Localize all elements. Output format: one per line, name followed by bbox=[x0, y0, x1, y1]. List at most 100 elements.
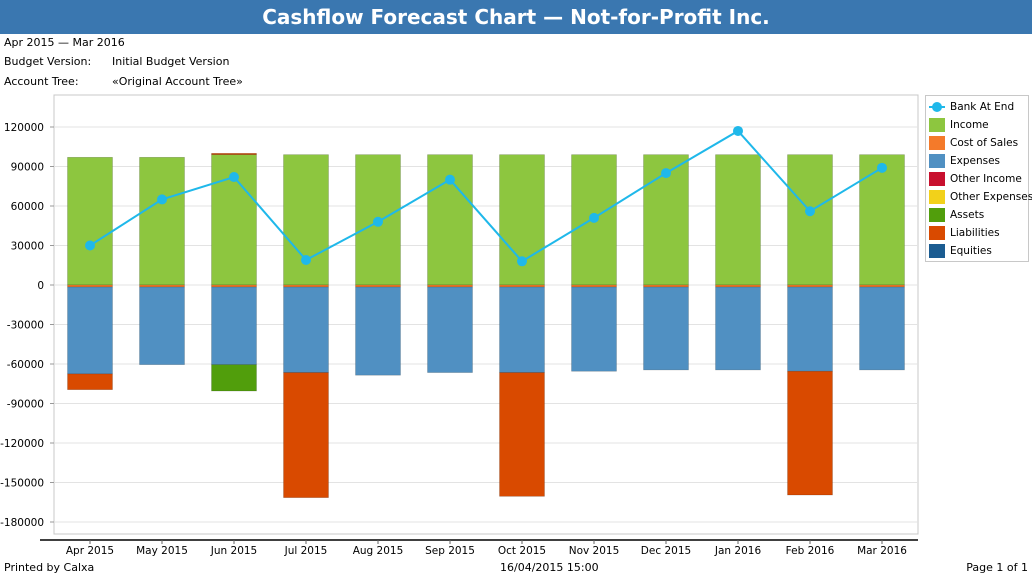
legend-label: Cost of Sales bbox=[950, 137, 1019, 149]
bar-expenses bbox=[571, 286, 617, 372]
x-tick-label: Nov 2015 bbox=[569, 545, 620, 557]
legend-label: Income bbox=[950, 119, 989, 131]
y-tick-label: -30000 bbox=[7, 320, 44, 332]
bar-income bbox=[427, 154, 473, 286]
bank-at-end-point bbox=[733, 125, 743, 136]
legend-swatch bbox=[929, 136, 945, 150]
x-tick-label: Oct 2015 bbox=[498, 545, 546, 557]
x-tick-label: Jan 2016 bbox=[714, 545, 762, 557]
bar-expenses bbox=[67, 286, 113, 375]
bar-expenses bbox=[139, 286, 185, 365]
page-number: Page 1 of 1 bbox=[966, 561, 1028, 574]
budget-version-label: Budget Version: bbox=[4, 55, 92, 68]
legend-label: Equities bbox=[950, 245, 992, 257]
bank-at-end-line bbox=[89, 129, 883, 263]
bar-income bbox=[859, 154, 905, 286]
legend-swatch bbox=[929, 208, 945, 222]
legend-item-equities: Equities bbox=[929, 243, 992, 259]
bank-at-end-point bbox=[229, 172, 239, 183]
legend-label: Other Expenses bbox=[950, 191, 1032, 203]
bank-at-end-point bbox=[805, 206, 815, 217]
bar-expenses bbox=[787, 286, 833, 372]
bar-income bbox=[787, 154, 833, 286]
legend-item-income: Income bbox=[929, 117, 989, 133]
bar-liabilities bbox=[283, 372, 329, 498]
budget-version-value: Initial Budget Version bbox=[112, 55, 230, 68]
legend-item-cost-of-sales: Cost of Sales bbox=[929, 135, 1018, 151]
legend-swatch bbox=[929, 244, 945, 258]
y-tick-label: -60000 bbox=[7, 359, 44, 371]
legend-label: Expenses bbox=[950, 155, 1001, 167]
legend-swatch bbox=[929, 226, 945, 240]
legend-label: Assets bbox=[950, 209, 985, 221]
legend-label: Other Income bbox=[950, 173, 1022, 185]
legend-item-assets: Assets bbox=[929, 207, 984, 223]
legend-item-expenses: Expenses bbox=[929, 153, 1000, 169]
y-tick-label: -90000 bbox=[7, 399, 44, 411]
x-tick-label: Aug 2015 bbox=[353, 545, 404, 557]
x-tick-label: Dec 2015 bbox=[641, 545, 691, 557]
budget-version-row: Budget Version: Initial Budget Version bbox=[4, 55, 229, 69]
bank-at-end-point bbox=[445, 174, 455, 185]
bar-expenses bbox=[859, 286, 905, 371]
legend-label: Bank At End bbox=[950, 101, 1015, 113]
x-tick-label: Mar 2016 bbox=[857, 545, 907, 557]
bar-expenses bbox=[643, 286, 689, 371]
legend-item-liabilities: Liabilities bbox=[929, 225, 1000, 241]
plot-area bbox=[53, 94, 919, 535]
y-tick-label: -180000 bbox=[0, 517, 44, 529]
legend-line-swatch bbox=[929, 100, 945, 114]
report-period: Apr 2015 — Mar 2016 bbox=[4, 36, 125, 49]
account-tree-row: Account Tree: «Original Account Tree» bbox=[4, 75, 243, 89]
bar-income bbox=[283, 154, 329, 286]
bar-income bbox=[715, 154, 761, 286]
bank-at-end-point bbox=[85, 240, 95, 251]
y-tick-label: -150000 bbox=[0, 478, 44, 490]
bar-assets bbox=[211, 364, 257, 392]
bank-at-end-point bbox=[517, 256, 527, 267]
bar-liabilities bbox=[499, 372, 545, 497]
x-tick-label: Jun 2015 bbox=[210, 545, 257, 557]
bar-income bbox=[67, 156, 113, 286]
bar-liabilities bbox=[787, 370, 833, 496]
bar-expenses bbox=[355, 286, 401, 376]
printed-at: 16/04/2015 15:00 bbox=[500, 561, 599, 574]
y-tick-label: -120000 bbox=[0, 438, 44, 450]
y-tick-label: 60000 bbox=[11, 201, 44, 213]
bank-at-end-point bbox=[301, 254, 311, 265]
chart-legend: Bank At End Income Cost of Sales Expenses Ot… bbox=[925, 95, 1032, 262]
legend-swatch bbox=[929, 118, 945, 132]
bank-at-end-point bbox=[157, 194, 167, 205]
account-tree-label: Account Tree: bbox=[4, 75, 79, 88]
bank-at-end-point bbox=[877, 162, 887, 173]
y-tick-label: 0 bbox=[37, 280, 44, 292]
legend-swatch bbox=[929, 154, 945, 168]
bar-expenses bbox=[715, 286, 761, 371]
bar-expenses bbox=[211, 286, 257, 365]
x-tick-label: Apr 2015 bbox=[66, 545, 114, 557]
y-tick-label: 90000 bbox=[11, 162, 44, 174]
printed-by: Printed by Calxa bbox=[4, 561, 95, 574]
bar-liabilities bbox=[67, 373, 113, 390]
x-tick-label: Jul 2015 bbox=[284, 545, 328, 557]
y-tick-label: 30000 bbox=[11, 241, 44, 253]
legend-swatch bbox=[929, 190, 945, 204]
legend-item-bank-at-end: Bank At End bbox=[929, 99, 1014, 115]
bank-at-end-point bbox=[373, 216, 383, 227]
bar-liabilities bbox=[211, 153, 257, 155]
legend-item-other-expenses: Other Expenses bbox=[929, 189, 1032, 205]
bar-income bbox=[139, 156, 185, 286]
bank-at-end-point bbox=[661, 168, 671, 179]
account-tree-value: «Original Account Tree» bbox=[112, 75, 243, 88]
bar-expenses bbox=[499, 286, 545, 373]
bar-expenses bbox=[427, 286, 473, 373]
legend-swatch bbox=[929, 172, 945, 186]
bar-expenses bbox=[283, 286, 329, 373]
x-tick-label: Feb 2016 bbox=[786, 545, 835, 557]
legend-label: Liabilities bbox=[950, 227, 1000, 239]
x-tick-label: Sep 2015 bbox=[425, 545, 475, 557]
y-tick-label: 120000 bbox=[4, 122, 44, 134]
report-title: Cashflow Forecast Chart — Not-for-Profit… bbox=[0, 0, 1032, 34]
x-tick-label: May 2015 bbox=[136, 545, 188, 557]
